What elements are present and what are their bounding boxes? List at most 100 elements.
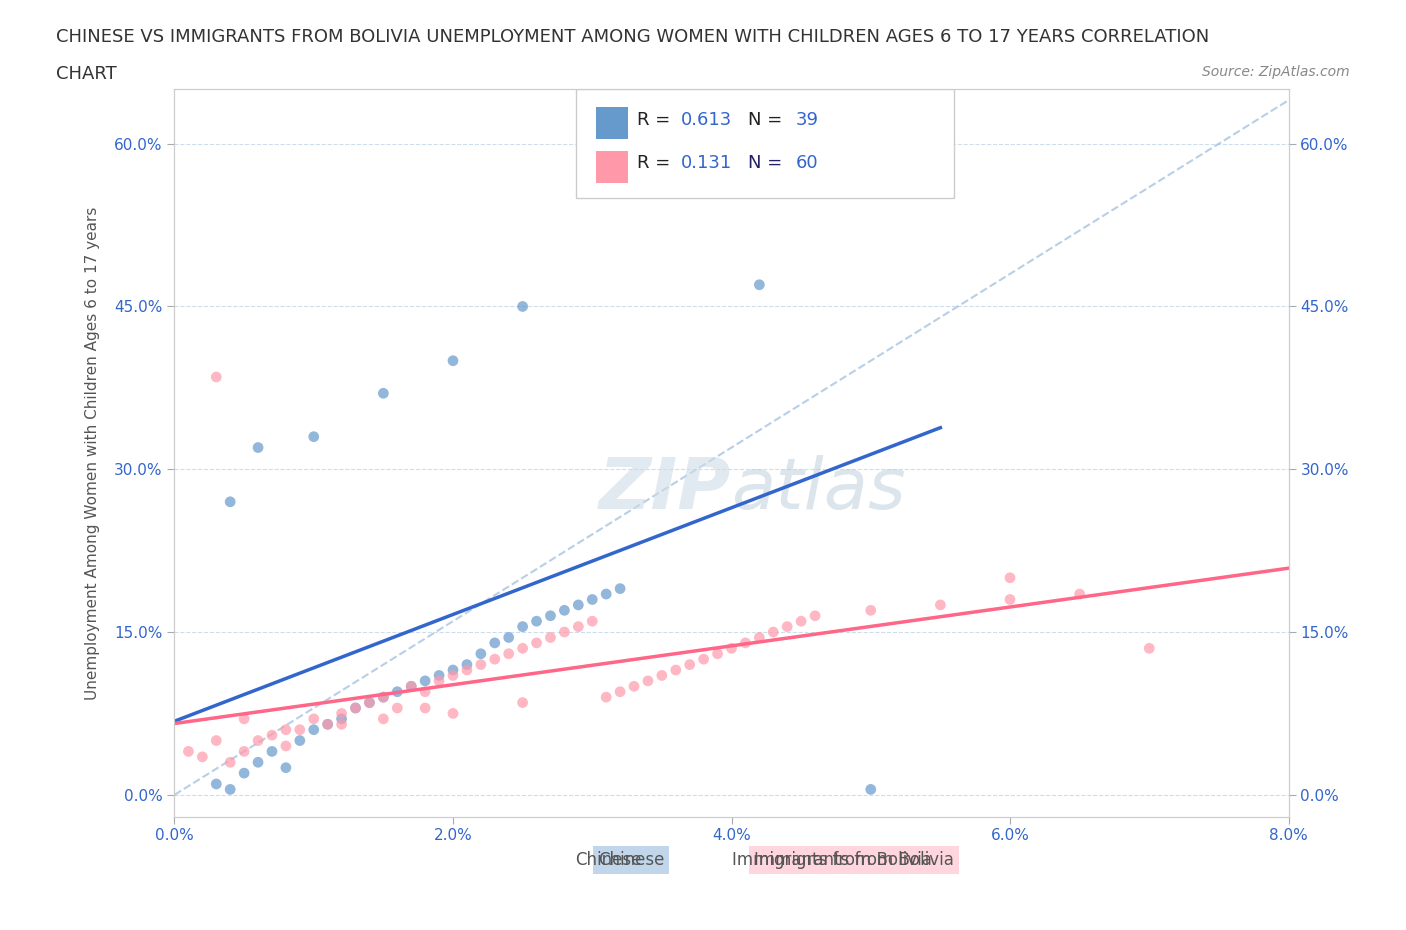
- Point: [233, 711, 256, 726]
- Point: [330, 711, 353, 726]
- Point: [567, 619, 589, 634]
- Text: Source: ZipAtlas.com: Source: ZipAtlas.com: [1202, 65, 1350, 79]
- Point: [859, 782, 882, 797]
- Point: [373, 711, 395, 726]
- Text: atlas: atlas: [731, 455, 905, 524]
- Point: [498, 630, 520, 644]
- Point: [399, 679, 422, 694]
- Point: [609, 581, 631, 596]
- Point: [288, 733, 311, 748]
- Text: Chinese: Chinese: [575, 851, 643, 870]
- FancyBboxPatch shape: [540, 848, 567, 872]
- Point: [720, 641, 742, 656]
- Point: [553, 625, 575, 640]
- Point: [441, 668, 464, 683]
- Point: [595, 690, 617, 705]
- Text: 60: 60: [796, 154, 818, 172]
- Point: [344, 700, 367, 715]
- Point: [399, 679, 422, 694]
- Point: [512, 695, 534, 710]
- Point: [359, 695, 381, 710]
- Point: [413, 700, 436, 715]
- Point: [427, 673, 450, 688]
- Point: [288, 723, 311, 737]
- Point: [470, 658, 492, 672]
- Text: ZIP: ZIP: [599, 455, 731, 524]
- Point: [609, 684, 631, 699]
- Point: [387, 700, 409, 715]
- Point: [998, 570, 1021, 585]
- Point: [567, 597, 589, 612]
- Point: [637, 673, 659, 688]
- Point: [734, 635, 756, 650]
- Point: [247, 733, 270, 748]
- Point: [274, 760, 297, 775]
- Y-axis label: Unemployment Among Women with Children Ages 6 to 17 years: Unemployment Among Women with Children A…: [86, 206, 100, 699]
- Point: [330, 717, 353, 732]
- Point: [219, 782, 242, 797]
- Text: CHART: CHART: [56, 65, 117, 83]
- Point: [260, 727, 283, 742]
- Text: R =: R =: [637, 111, 676, 128]
- Point: [205, 733, 228, 748]
- Text: Immigrants from Bolivia: Immigrants from Bolivia: [731, 851, 931, 870]
- Point: [581, 592, 603, 607]
- Point: [233, 765, 256, 780]
- Point: [692, 652, 714, 667]
- Point: [274, 723, 297, 737]
- Point: [373, 690, 395, 705]
- Point: [1069, 587, 1091, 602]
- Point: [776, 619, 799, 634]
- Point: [247, 440, 270, 455]
- Point: [427, 668, 450, 683]
- Text: R =: R =: [637, 154, 676, 172]
- Text: CHINESE VS IMMIGRANTS FROM BOLIVIA UNEMPLOYMENT AMONG WOMEN WITH CHILDREN AGES 6: CHINESE VS IMMIGRANTS FROM BOLIVIA UNEMP…: [56, 28, 1209, 46]
- Point: [191, 750, 214, 764]
- Point: [762, 625, 785, 640]
- Point: [512, 641, 534, 656]
- Point: [260, 744, 283, 759]
- Point: [344, 700, 367, 715]
- Text: Immigrants from Bolivia: Immigrants from Bolivia: [754, 851, 953, 870]
- Point: [692, 164, 714, 179]
- Point: [540, 630, 562, 644]
- Point: [441, 706, 464, 721]
- Point: [413, 684, 436, 699]
- Point: [651, 668, 673, 683]
- Point: [247, 755, 270, 770]
- Point: [581, 614, 603, 629]
- Point: [553, 603, 575, 618]
- Point: [413, 673, 436, 688]
- Text: N =: N =: [748, 111, 789, 128]
- Point: [441, 353, 464, 368]
- Point: [456, 658, 478, 672]
- FancyBboxPatch shape: [696, 848, 723, 872]
- Text: 0.613: 0.613: [682, 111, 733, 128]
- Point: [748, 277, 770, 292]
- Point: [498, 646, 520, 661]
- FancyBboxPatch shape: [596, 107, 628, 140]
- FancyBboxPatch shape: [575, 89, 955, 198]
- Point: [387, 684, 409, 699]
- Point: [526, 614, 548, 629]
- Point: [205, 777, 228, 791]
- Point: [998, 592, 1021, 607]
- Point: [470, 646, 492, 661]
- Point: [790, 614, 813, 629]
- Point: [177, 744, 200, 759]
- Point: [302, 723, 325, 737]
- Point: [359, 695, 381, 710]
- Point: [804, 608, 827, 623]
- Point: [595, 587, 617, 602]
- FancyBboxPatch shape: [596, 151, 628, 183]
- Point: [219, 495, 242, 510]
- Point: [316, 717, 339, 732]
- Text: 0.131: 0.131: [682, 154, 733, 172]
- Point: [205, 369, 228, 384]
- Point: [512, 299, 534, 314]
- Point: [1137, 641, 1160, 656]
- Point: [219, 755, 242, 770]
- Point: [330, 706, 353, 721]
- Point: [373, 690, 395, 705]
- Point: [706, 646, 728, 661]
